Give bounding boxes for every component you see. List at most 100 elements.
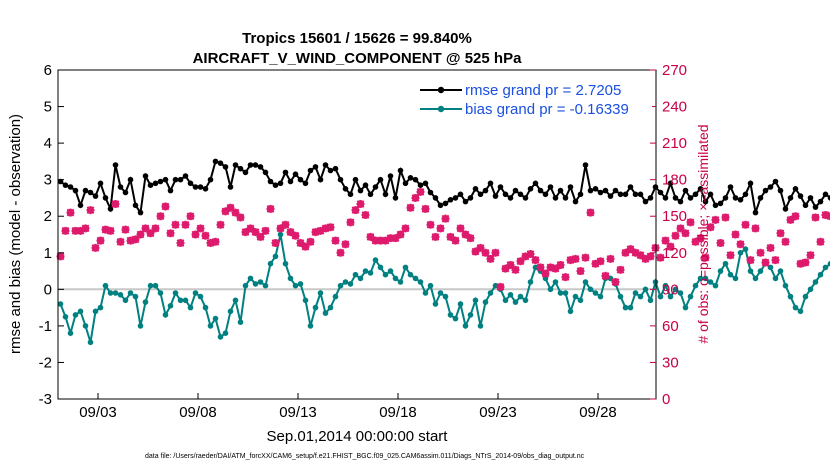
obs-assimilated-point	[446, 232, 455, 241]
data-point	[162, 176, 169, 183]
data-point	[267, 260, 274, 267]
data-point	[627, 304, 634, 311]
data-point	[342, 186, 349, 192]
data-point	[147, 182, 154, 188]
data-point	[587, 187, 594, 194]
obs-assimilated-point	[316, 226, 325, 235]
data-point	[342, 279, 349, 285]
obs-assimilated-point	[291, 231, 300, 240]
x-tick-label: 09/18	[379, 404, 417, 421]
obs-assimilated-point	[141, 224, 150, 233]
data-point	[452, 195, 459, 201]
data-point	[387, 268, 394, 274]
data-point	[322, 162, 329, 168]
data-point	[447, 312, 454, 318]
obs-assimilated-point	[511, 265, 520, 274]
data-point	[137, 209, 144, 216]
data-point	[422, 290, 429, 296]
data-point	[577, 191, 584, 198]
data-point	[807, 195, 814, 201]
data-point	[202, 186, 209, 192]
data-point	[137, 323, 144, 329]
y-tick-label: 6	[44, 62, 52, 79]
obs-assimilated-point	[611, 278, 620, 287]
data-point	[717, 268, 724, 274]
data-point	[407, 175, 414, 181]
obs-assimilated-point	[106, 226, 115, 235]
data-point	[632, 191, 639, 198]
obs-assimilated-point	[551, 264, 560, 273]
data-point	[442, 293, 449, 300]
data-point	[662, 282, 669, 289]
data-point	[247, 275, 254, 282]
obs-assimilated-point	[731, 230, 740, 239]
obs-assimilated-point	[61, 226, 70, 235]
obs-assimilated-point	[326, 223, 335, 232]
plot-area-frame	[57, 69, 657, 400]
data-point	[437, 202, 444, 209]
obs-assimilated-point	[421, 204, 430, 213]
y2-tick-label: 210	[662, 135, 687, 152]
data-point	[797, 193, 804, 199]
data-point	[302, 180, 309, 187]
obs-assimilated-point	[391, 234, 400, 243]
obs-assimilated-point	[806, 251, 815, 260]
data-point	[462, 323, 469, 329]
y2-tick-label: 120	[662, 245, 687, 262]
obs-assimilated-point	[321, 224, 330, 233]
data-point	[292, 171, 299, 177]
obs-assimilated-point	[76, 226, 85, 235]
data-point	[797, 308, 804, 315]
data-point	[407, 271, 414, 278]
data-point	[197, 293, 204, 300]
obs-assimilated-point	[101, 225, 110, 234]
data-point	[692, 191, 699, 198]
data-point	[752, 209, 759, 216]
data-point	[257, 279, 264, 285]
data-point	[162, 312, 169, 318]
obs-assimilated-point	[386, 234, 395, 243]
legend-bias-marker	[437, 105, 445, 113]
data-point	[462, 198, 469, 205]
data-point	[302, 297, 309, 304]
obs-assimilated-point	[171, 220, 180, 229]
legend-rmse-marker	[437, 86, 445, 94]
data-point	[777, 268, 784, 274]
data-point	[347, 281, 354, 287]
data-point	[647, 195, 654, 201]
legend-rmse-label: rmse grand pr = 2.7205	[465, 82, 621, 99]
obs-assimilated-point	[791, 212, 800, 221]
obs-assimilated-point	[781, 237, 790, 246]
obs-assimilated-point	[176, 239, 185, 248]
obs-assimilated-point	[556, 260, 565, 269]
data-point	[812, 204, 819, 210]
data-point	[542, 275, 549, 282]
obs-assimilated-point	[656, 253, 665, 262]
data-point	[657, 293, 664, 300]
data-point	[217, 160, 224, 166]
data-point	[397, 167, 404, 174]
data-point	[757, 195, 764, 201]
data-point	[747, 268, 754, 274]
obs-assimilated-point	[56, 252, 65, 261]
data-point	[177, 176, 184, 183]
data-point	[452, 315, 459, 322]
obs-assimilated-point	[746, 256, 755, 265]
obs-assimilated-point	[136, 230, 145, 239]
obs-assimilated-point	[696, 234, 705, 243]
data-point	[357, 275, 364, 282]
data-point	[742, 246, 749, 252]
data-point	[352, 176, 359, 183]
data-point	[497, 184, 504, 190]
data-point	[822, 264, 829, 271]
data-point	[167, 303, 174, 309]
data-point	[757, 268, 764, 274]
data-point	[642, 198, 649, 205]
y-axis-label: rmse and bias (model - observation)	[7, 114, 24, 354]
obs-assimilated-point	[486, 254, 495, 263]
obs-assimilated-point	[206, 239, 215, 248]
obs-assimilated-point	[131, 235, 140, 244]
obs-assimilated-point	[346, 218, 355, 227]
obs-assimilated-point	[466, 234, 475, 243]
